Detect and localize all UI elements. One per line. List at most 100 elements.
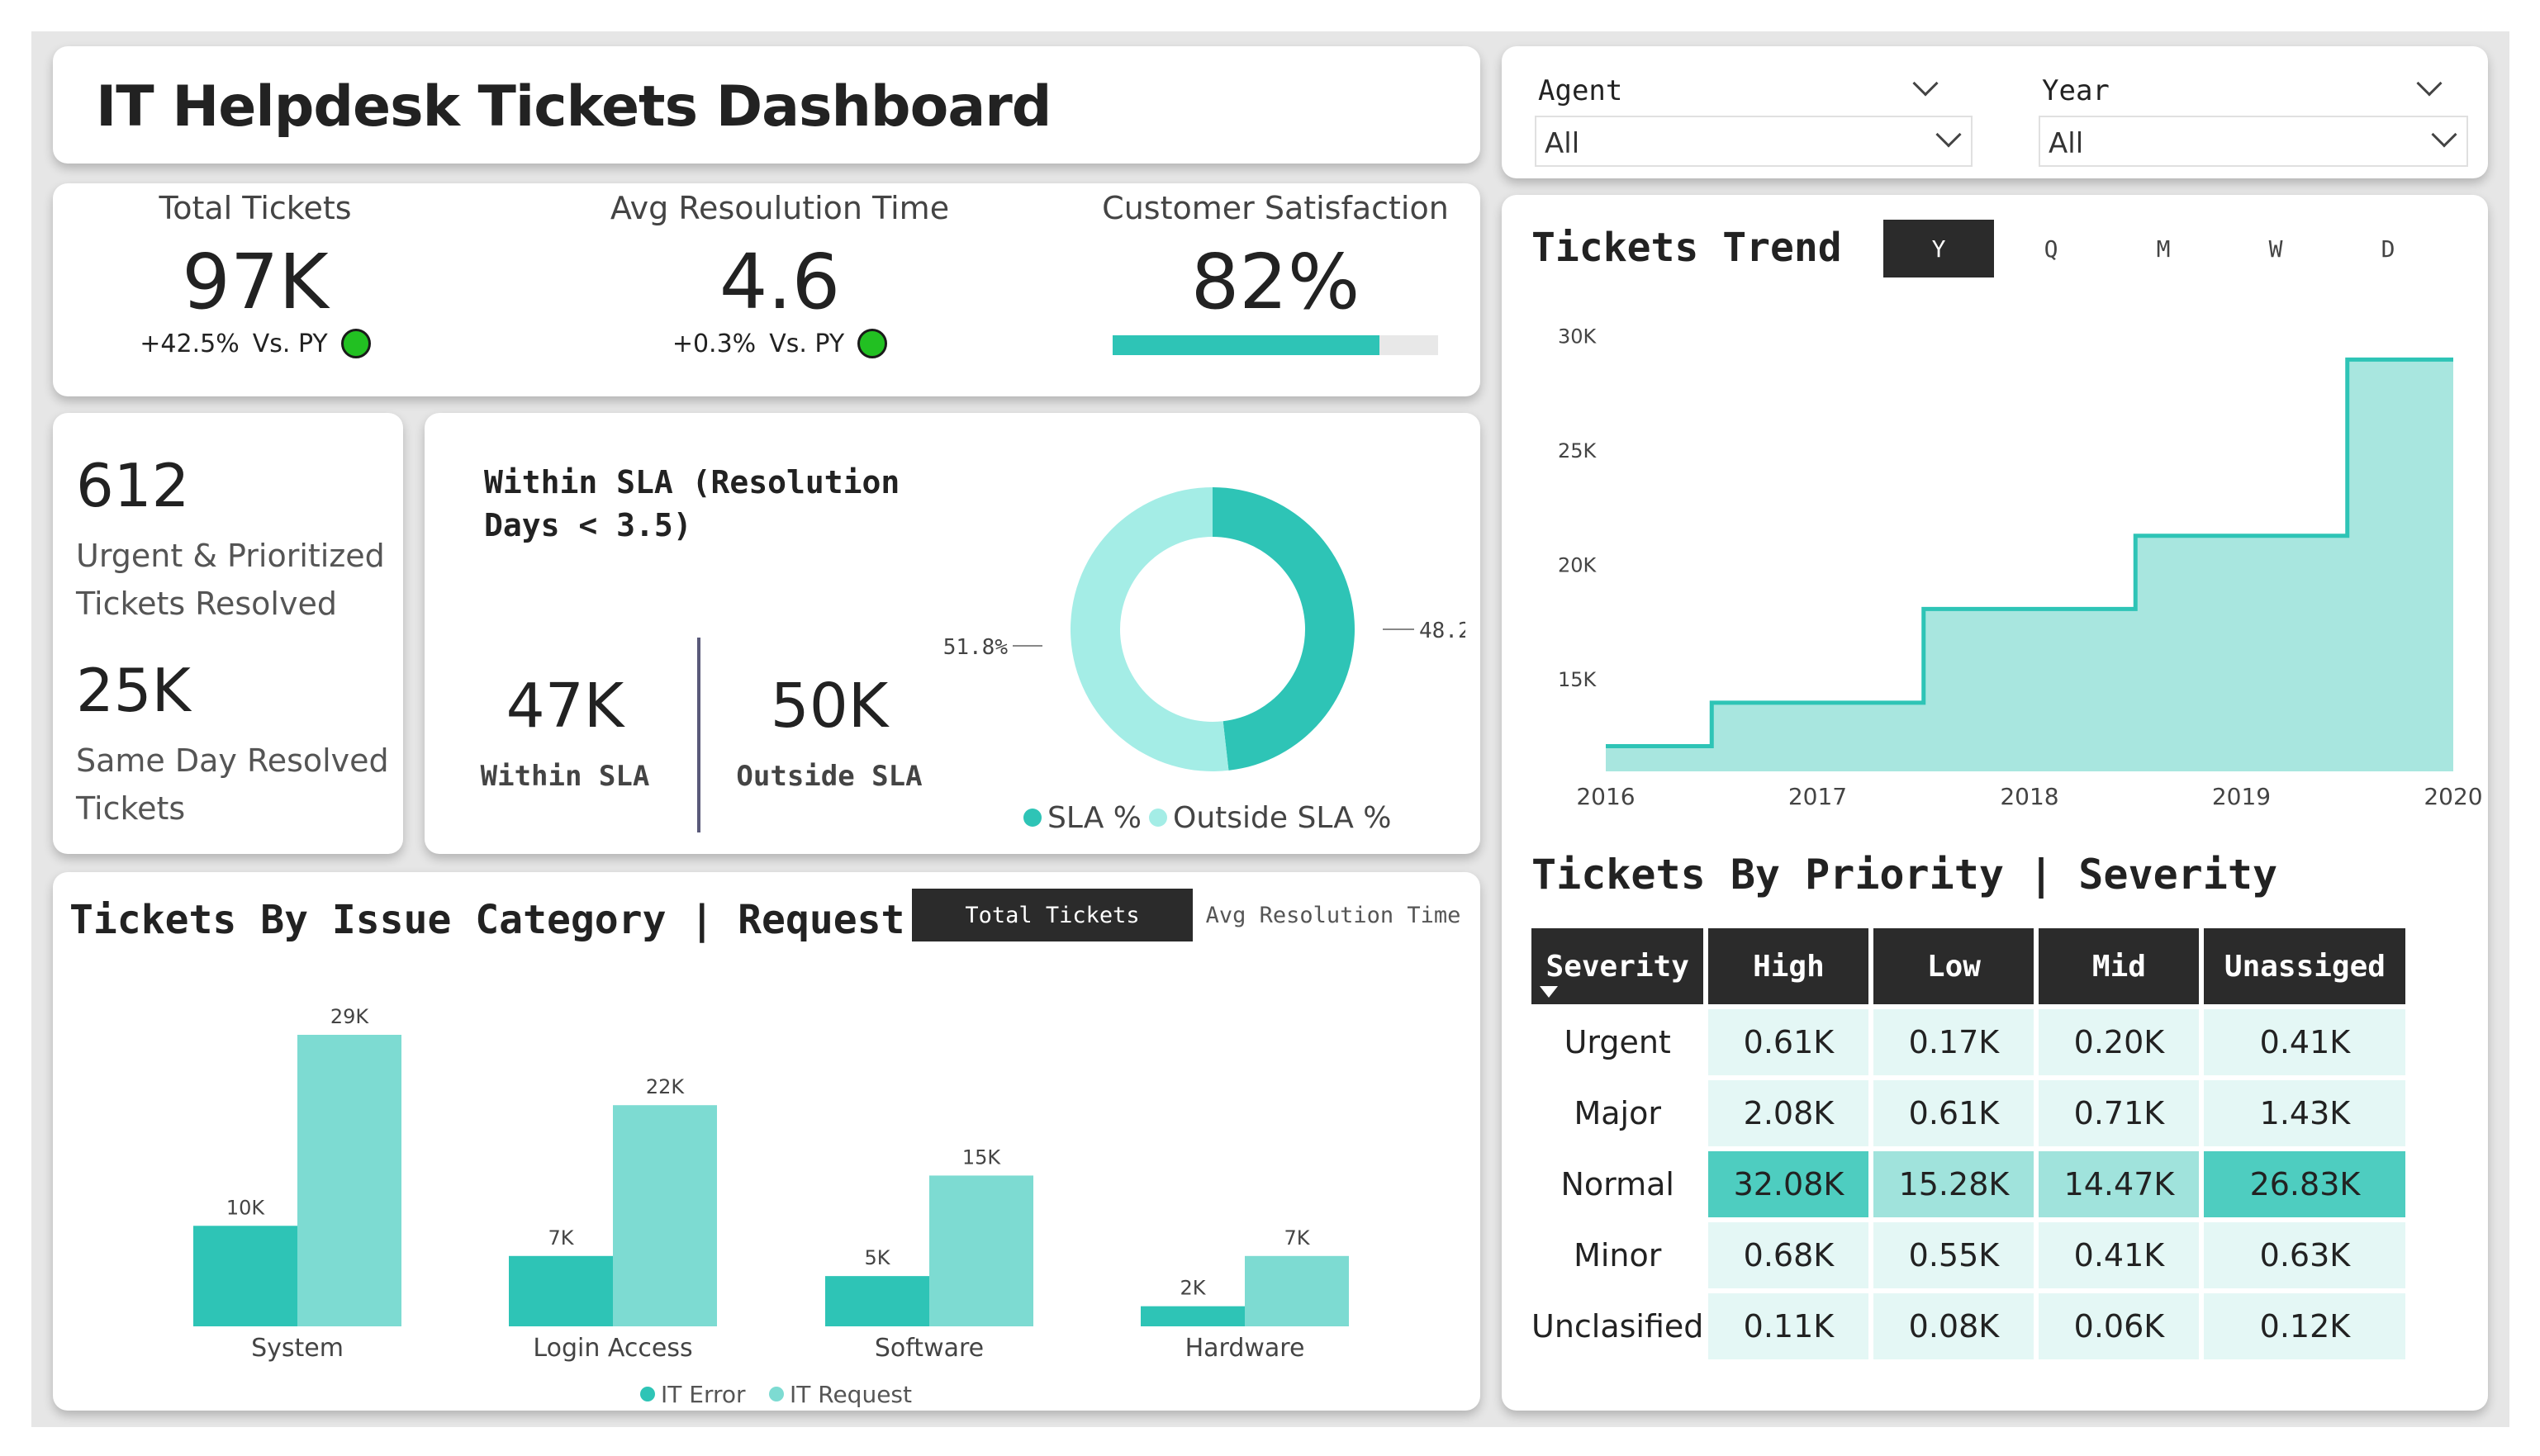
bar[interactable]	[825, 1276, 929, 1326]
trend-line	[1606, 357, 2453, 749]
toggle-total-tickets[interactable]: Total Tickets	[912, 889, 1193, 941]
donut-slice[interactable]	[1070, 487, 1229, 771]
granularity-month-button[interactable]: M	[2156, 235, 2171, 263]
kpi-avg-resolution[interactable]: Avg Resoulution Time 4.6 +0.3% Vs. PY	[577, 183, 982, 358]
granularity-year-button[interactable]: Y	[1883, 220, 1994, 277]
tickets-trend-title: Tickets Trend	[1531, 225, 1842, 271]
satisfaction-progress-fill	[1113, 335, 1380, 355]
matrix-cell[interactable]: 0.61K	[1873, 1080, 2034, 1146]
matrix-cell[interactable]: 0.06K	[2039, 1293, 2200, 1359]
sla-donut-chart: 48.2% 51.8% SLA % Outside SLA %	[943, 487, 1465, 835]
tickets-trend-chart: 30K 25K 20K 15K 2016 2017 2018 2019 2020	[1558, 325, 2483, 810]
matrix-cell[interactable]: 0.41K	[2039, 1222, 2200, 1288]
category-tick-label: Hardware	[1185, 1334, 1305, 1363]
trend-area[interactable]	[1606, 359, 2453, 771]
bar[interactable]	[297, 1035, 401, 1326]
status-good-icon	[340, 329, 371, 358]
bar[interactable]	[509, 1255, 613, 1326]
matrix-cell[interactable]: 0.17K	[1873, 1009, 2034, 1075]
legend-it-request-label: IT Request	[790, 1381, 912, 1408]
matrix-cell[interactable]: 26.83K	[2204, 1151, 2406, 1217]
bar[interactable]	[193, 1226, 297, 1326]
matrix-cell[interactable]: 0.20K	[2039, 1009, 2200, 1075]
issue-category-bar-chart: 10K 29K System 7K 22K Login Access 5K 15K Softwa…	[193, 1005, 1349, 1408]
matrix-cell[interactable]: 14.47K	[2039, 1151, 2200, 1217]
category-tick-label: Login Access	[533, 1334, 692, 1363]
matrix-cell[interactable]: 32.08K	[1708, 1151, 1869, 1217]
x-tick-label: 2018	[2000, 783, 2058, 810]
kpi-delta-value: +42.5%	[140, 329, 240, 358]
donut-slice[interactable]	[1213, 487, 1355, 771]
matrix-cell[interactable]: 0.55K	[1873, 1222, 2034, 1288]
kpi-vs-label: Vs. PY	[252, 329, 328, 358]
priority-severity-matrix: Severity High Low Mid Unassiged Urgent 0.…	[1526, 923, 2410, 1364]
granularity-week-button[interactable]: W	[2268, 235, 2283, 263]
toggle-avg-resolution[interactable]: Avg Resolution Time	[1205, 902, 1461, 928]
matrix-cell[interactable]: 2.08K	[1708, 1080, 1869, 1146]
urgent-resolved-value: 612	[76, 451, 190, 520]
agent-filter-label: Agent	[1538, 74, 1623, 107]
kpi-label: Customer Satisfaction	[1102, 190, 1449, 226]
year-filter-label: Year	[2042, 74, 2110, 107]
kpi-customer-satisfaction[interactable]: Customer Satisfaction 82%	[1094, 183, 1457, 355]
x-tick-label: 2019	[2212, 783, 2271, 810]
agent-filter-select[interactable]: All	[1535, 116, 1973, 167]
urgent-resolved-label: Urgent & Prioritized Tickets Resolved	[76, 538, 385, 622]
bar[interactable]	[929, 1175, 1033, 1326]
status-good-icon	[857, 329, 888, 358]
matrix-cell[interactable]: 0.41K	[2204, 1009, 2406, 1075]
matrix-column-header[interactable]: Mid	[2039, 928, 2200, 1004]
chevron-down-icon[interactable]	[2416, 70, 2443, 97]
sla-divider	[697, 638, 700, 832]
kpi-label: Total Tickets	[159, 190, 352, 226]
bar-data-label: 2K	[1180, 1277, 1206, 1300]
bar[interactable]	[613, 1105, 717, 1326]
matrix-cell[interactable]: 0.08K	[1873, 1293, 2034, 1359]
kpi-delta-value: +0.3%	[672, 329, 757, 358]
matrix-cell[interactable]: 0.61K	[1708, 1009, 1869, 1075]
sla-title: Within SLA (Resolution Days < 3.5)	[484, 464, 900, 543]
legend-outside-label: Outside SLA %	[1173, 801, 1391, 835]
same-day-resolved-value: 25K	[76, 656, 191, 725]
matrix-row[interactable]: Urgent 0.61K 0.17K 0.20K 0.41K	[1531, 1009, 2406, 1075]
bar-data-label: 7K	[548, 1226, 574, 1250]
issue-category-card: Tickets By Issue Category | Request Tota…	[53, 872, 1480, 1411]
resolved-summary-card: 612 Urgent & Prioritized Tickets Resolve…	[53, 413, 403, 854]
matrix-row[interactable]: Normal 32.08K 15.28K 14.47K 26.83K	[1531, 1151, 2406, 1217]
kpi-value: 97K	[182, 238, 329, 326]
agent-filter-value: All	[1545, 127, 1580, 160]
category-tick-label: System	[251, 1334, 344, 1363]
bar-data-label: 22K	[646, 1075, 686, 1098]
matrix-column-header[interactable]: Low	[1873, 928, 2034, 1004]
matrix-cell[interactable]: 0.68K	[1708, 1222, 1869, 1288]
kpi-value: 4.6	[719, 238, 841, 326]
matrix-row[interactable]: Major 2.08K 0.61K 0.71K 1.43K	[1531, 1080, 2406, 1146]
granularity-day-button[interactable]: D	[2381, 235, 2395, 263]
chevron-down-icon[interactable]	[1912, 70, 1939, 97]
matrix-cell[interactable]: 15.28K	[1873, 1151, 2034, 1217]
matrix-row-header[interactable]: Severity	[1531, 928, 1704, 1004]
kpi-total-tickets[interactable]: Total Tickets 97K +42.5% Vs. PY	[53, 183, 458, 358]
bar-data-label: 15K	[962, 1145, 1002, 1169]
granularity-quarter-button[interactable]: Q	[2044, 235, 2058, 263]
matrix-row-label: Unclasified	[1531, 1293, 1704, 1359]
y-tick-label: 25K	[1558, 439, 1598, 462]
year-filter-select[interactable]: All	[2039, 116, 2468, 167]
chevron-down-icon	[1935, 121, 1962, 148]
matrix-cell[interactable]: 0.71K	[2039, 1080, 2200, 1146]
matrix-row[interactable]: Minor 0.68K 0.55K 0.41K 0.63K	[1531, 1222, 2406, 1288]
bar[interactable]	[1141, 1306, 1245, 1326]
outside-sla-label: Outside SLA	[736, 760, 923, 793]
matrix-column-header[interactable]: High	[1708, 928, 1869, 1004]
matrix-row[interactable]: Unclasified 0.11K 0.08K 0.06K 0.12K	[1531, 1293, 2406, 1359]
priority-severity-title: Tickets By Priority | Severity	[1531, 851, 2278, 899]
matrix-cell[interactable]: 1.43K	[2204, 1080, 2406, 1146]
matrix-column-header[interactable]: Unassiged	[2204, 928, 2406, 1004]
sort-desc-icon	[1540, 986, 1558, 998]
matrix-cell[interactable]: 0.11K	[1708, 1293, 1869, 1359]
bar[interactable]	[1245, 1255, 1349, 1326]
matrix-cell[interactable]: 0.12K	[2204, 1293, 2406, 1359]
matrix-cell[interactable]: 0.63K	[2204, 1222, 2406, 1288]
kpi-delta: +42.5% Vs. PY	[53, 329, 458, 358]
bar-data-label: 10K	[226, 1196, 266, 1219]
